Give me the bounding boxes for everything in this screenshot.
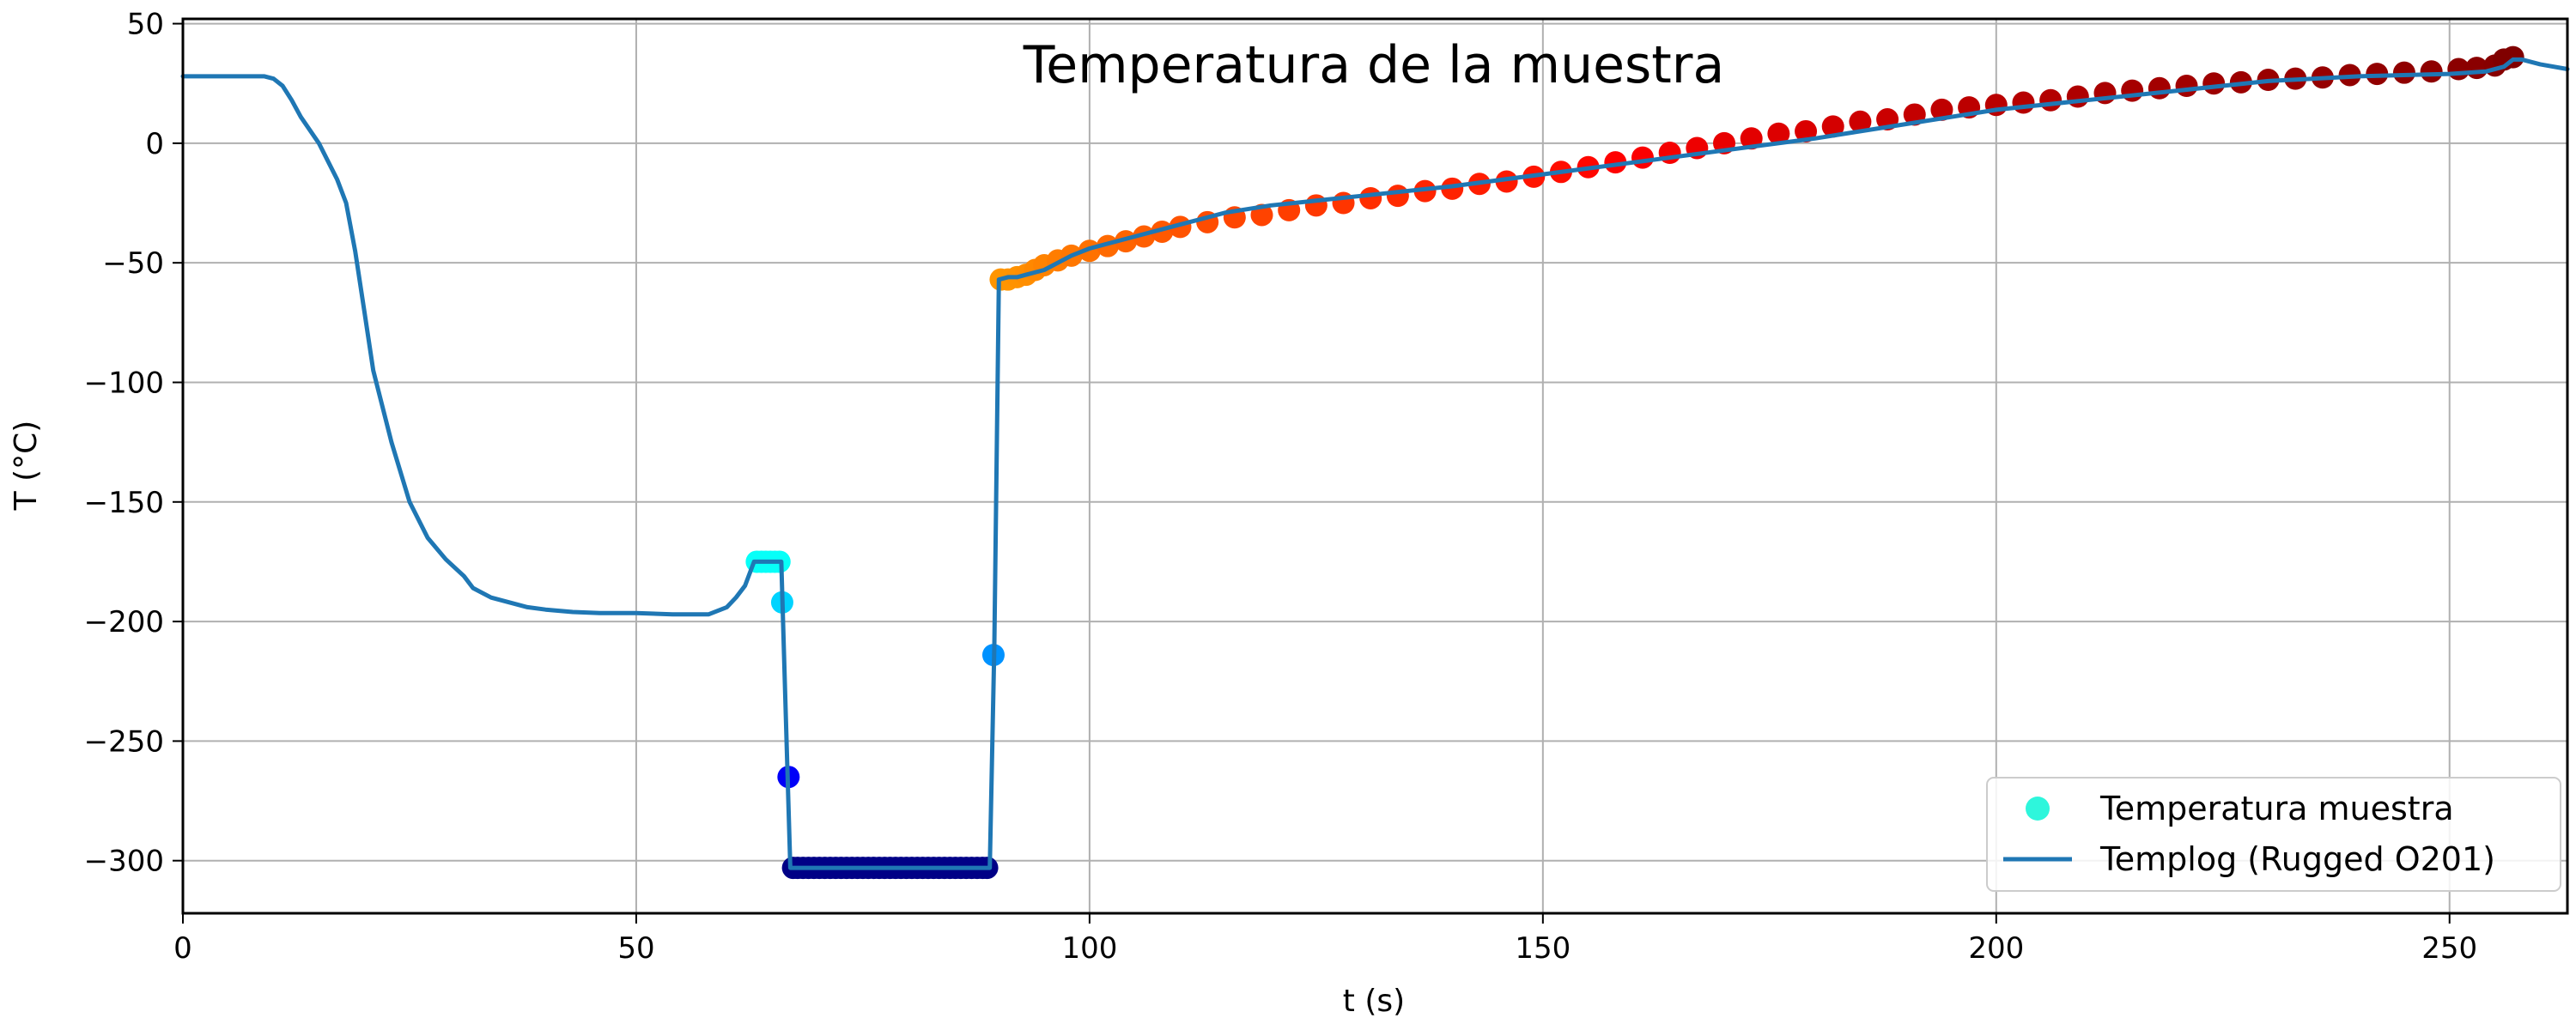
- legend-label-line: Templog (Rugged O201): [2099, 840, 2495, 878]
- scatter-point: [2420, 60, 2443, 83]
- scatter-point: [1359, 186, 1382, 209]
- x-tick-label: 50: [617, 931, 654, 966]
- scatter-point: [1304, 194, 1327, 217]
- scatter-series-layer: [745, 45, 2524, 880]
- scatter-point: [2392, 61, 2415, 84]
- y-tick-label: −300: [84, 845, 164, 879]
- y-tick-label: 0: [145, 127, 164, 161]
- y-tick-label: 50: [127, 8, 164, 42]
- scatter-point: [2202, 72, 2226, 95]
- y-tick-label: −150: [84, 486, 164, 520]
- axis-ticks: 0 50 100 150 200 250 50 0 −50 −100 −150 −200 −250 −30…: [84, 8, 2478, 966]
- y-tick-label: −50: [102, 246, 164, 281]
- x-tick-label: 100: [1061, 931, 1117, 966]
- chart-title: Temperatura de la muestra: [1023, 35, 1725, 95]
- x-axis-label: t (s): [1343, 984, 1405, 1019]
- scatter-point: [1849, 110, 1872, 133]
- scatter-point: [1767, 122, 1790, 145]
- scatter-point: [2175, 75, 2198, 98]
- legend-label-scatter: Temperatura muestra: [2099, 790, 2454, 827]
- legend-box: [1986, 777, 2561, 892]
- scatter-point: [1495, 170, 1518, 193]
- scatter-point: [2148, 76, 2171, 100]
- scatter-point: [1631, 146, 1654, 169]
- scatter-point: [2012, 91, 2035, 114]
- x-tick-label: 200: [1968, 931, 2024, 966]
- legend-scatter-marker: [2026, 797, 2050, 821]
- scatter-point: [1604, 151, 1627, 174]
- y-axis-label: T (°C): [9, 421, 44, 512]
- x-tick-label: 150: [1515, 931, 1571, 966]
- x-tick-label: 250: [2421, 931, 2477, 966]
- scatter-point: [2121, 79, 2144, 102]
- y-tick-label: −200: [84, 605, 164, 639]
- legend: Temperatura muestra Templog (Rugged O201…: [1986, 777, 2561, 892]
- scatter-point: [2066, 85, 2089, 108]
- line-series-overlay: [180, 57, 2570, 870]
- scatter-point: [2039, 88, 2063, 112]
- templog-line: [180, 57, 2570, 870]
- y-tick-label: −250: [84, 724, 164, 759]
- scatter-point: [1821, 115, 1844, 138]
- plot-frame: [181, 17, 2569, 915]
- y-tick-label: −100: [84, 366, 164, 400]
- scatter-point: [1441, 177, 1464, 200]
- scatter-point: [1386, 185, 1409, 208]
- x-tick-label: 0: [173, 931, 192, 966]
